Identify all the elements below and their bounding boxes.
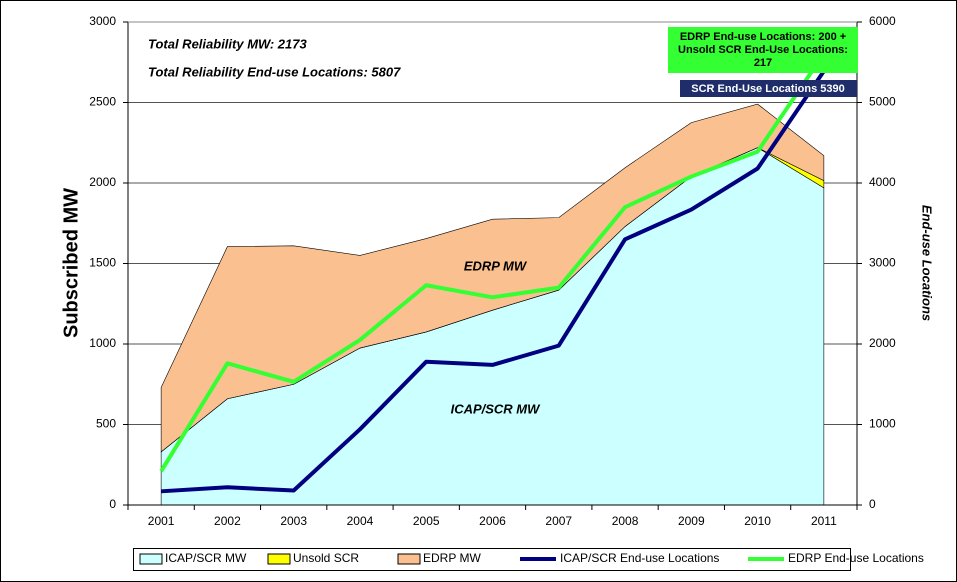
y-tick-label: 3000: [89, 14, 116, 28]
legend-label: ICAP/SCR End-use Locations: [560, 551, 719, 565]
x-tick-label: 2004: [347, 514, 374, 528]
annotation: ICAP/SCR MW: [451, 401, 542, 416]
legend-label: ICAP/SCR MW: [165, 551, 247, 565]
legend-swatch: [397, 553, 421, 565]
x-tick-label: 2010: [744, 514, 771, 528]
legend-label: Unsold SCR: [293, 551, 359, 565]
annotation: SCR End-Use Locations 5390: [691, 83, 844, 95]
y2-tick-label: 1000: [869, 417, 896, 431]
y-tick-label: 0: [109, 497, 116, 511]
legend-label: EDRP MW: [423, 551, 481, 565]
x-tick-label: 2003: [280, 514, 307, 528]
x-tick-label: 2011: [811, 514, 837, 528]
y-tick-label: 500: [96, 417, 116, 431]
x-tick-label: 2006: [479, 514, 506, 528]
annotation: Total Reliability MW: 2173: [148, 36, 307, 51]
y2-tick-label: 3000: [869, 256, 896, 270]
x-tick-label: 2009: [678, 514, 705, 528]
y-axis-label: Subscribed MW: [60, 188, 82, 338]
x-tick-label: 2007: [545, 514, 572, 528]
legend: [133, 548, 851, 571]
legend-swatch: [267, 553, 291, 565]
x-tick-label: 2005: [413, 514, 440, 528]
line: [161, 69, 826, 494]
annotation: Total Reliability End-use Locations: 580…: [148, 64, 401, 79]
annotation: Unsold SCR End-Use Locations:: [678, 44, 848, 56]
x-tick-label: 2002: [214, 514, 241, 528]
y-tick-label: 2500: [89, 95, 116, 109]
annotation-box: [680, 80, 857, 97]
y-tick-label: 2000: [89, 175, 116, 189]
y2-tick-label: 0: [869, 497, 876, 511]
y2-tick-label: 6000: [869, 14, 896, 28]
y2-tick-label: 2000: [869, 336, 896, 350]
x-tick-label: 2008: [612, 514, 639, 528]
annotation: 217: [754, 57, 772, 69]
x-tick-label: 2001: [148, 514, 175, 528]
y-tick-label: 1500: [89, 256, 116, 270]
legend-swatch: [139, 553, 163, 565]
y2-axis-label: End-use Locations: [920, 205, 935, 321]
plot-layer: [123, 21, 862, 510]
y2-tick-label: 4000: [869, 175, 896, 189]
annotation-box: [668, 27, 858, 73]
annotation: EDRP End-use Locations: 200 +: [680, 31, 846, 43]
annotation: EDRP MW: [464, 258, 528, 273]
y2-tick-label: 5000: [869, 95, 896, 109]
y-tick-label: 1000: [89, 336, 116, 350]
line: [159, 52, 826, 473]
legend-label: EDRP End-use Locations: [788, 551, 924, 565]
